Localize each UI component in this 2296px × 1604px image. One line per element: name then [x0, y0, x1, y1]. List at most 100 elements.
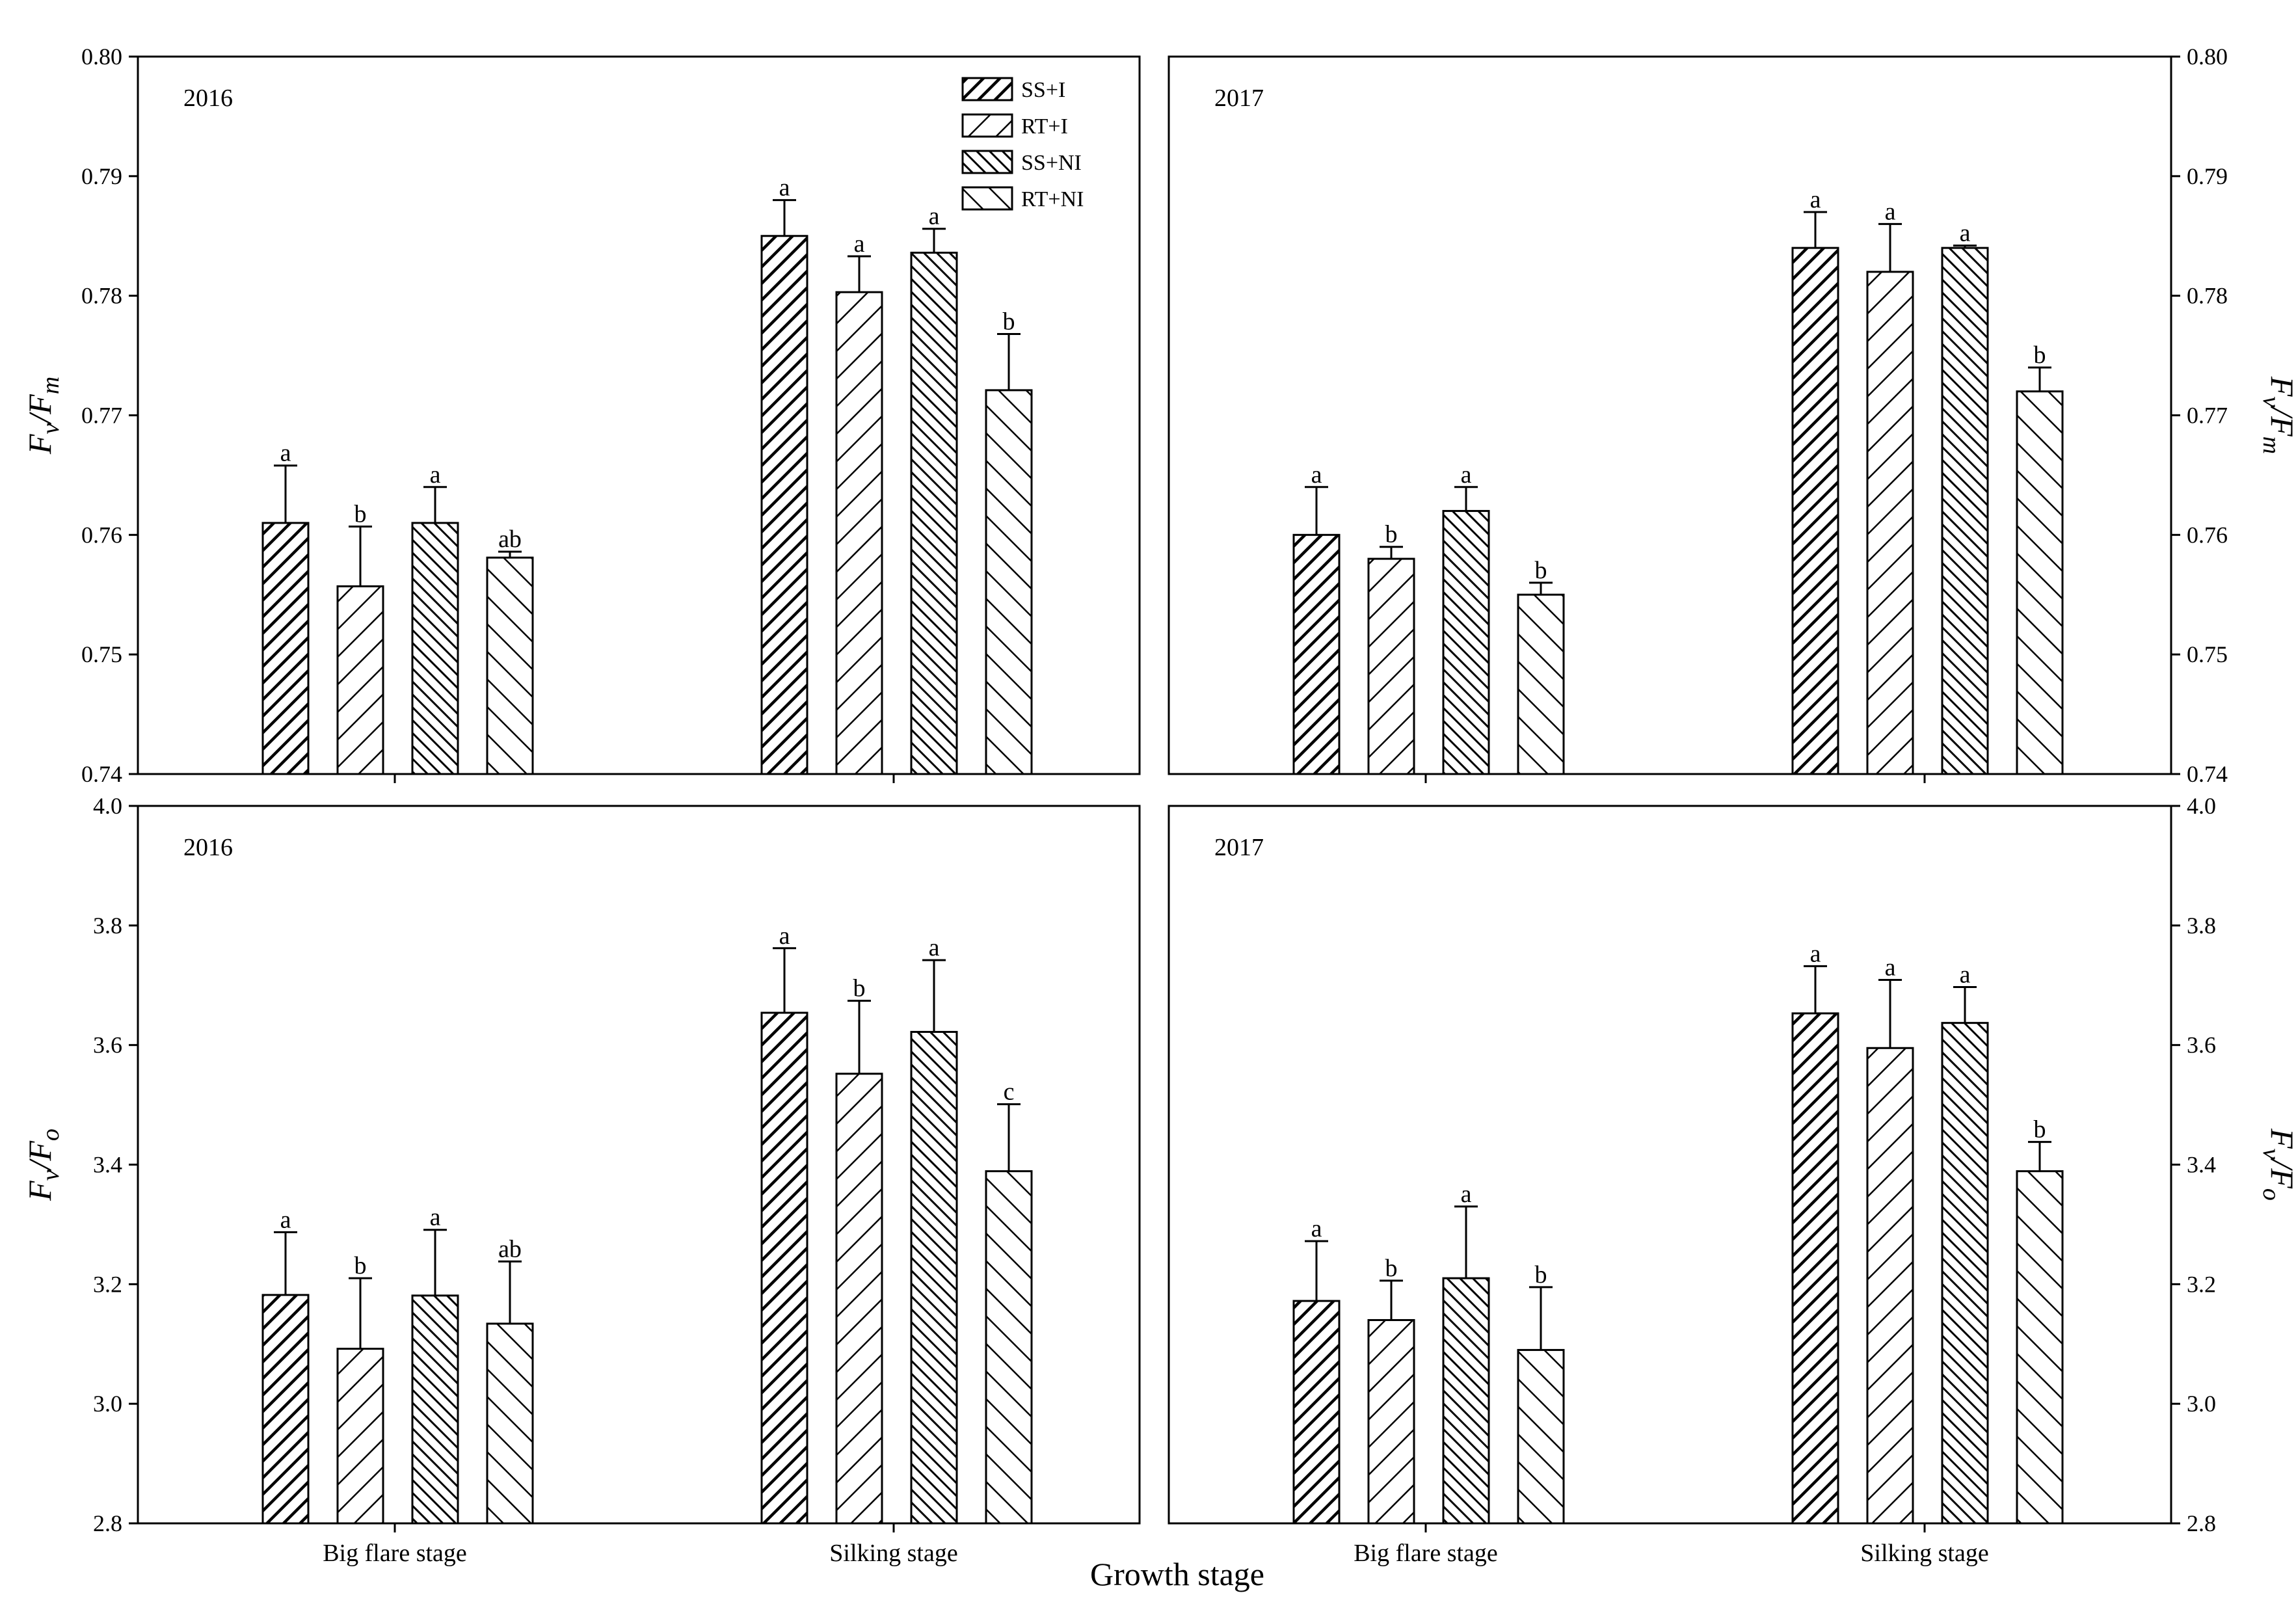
y-tick-label: 4.0: [93, 793, 122, 819]
y-tick-label: 2.8: [93, 1510, 122, 1536]
panel-year-label: 2017: [1214, 85, 1264, 112]
y-tick-label: 3.6: [93, 1032, 122, 1058]
significance-letter: a: [1960, 961, 1971, 989]
x-axis-title: Growth stage: [1090, 1556, 1264, 1592]
significance-letter: a: [1885, 954, 1896, 981]
significance-letter: a: [1810, 186, 1821, 213]
bar-SS+I: [261, 522, 310, 775]
bar-SS+NI: [411, 1294, 459, 1525]
significance-letter: b: [1385, 1255, 1398, 1282]
bar-SS+NI: [411, 522, 459, 775]
y-tick-label: 0.79: [2187, 163, 2228, 189]
panel-year-label: 2016: [183, 85, 233, 112]
y-tick-label: 0.80: [81, 44, 122, 70]
significance-letter: b: [354, 1252, 367, 1279]
y-title-main: F: [21, 434, 58, 455]
significance-letter: b: [1385, 521, 1398, 548]
panel-fvfm-2017: 0.74 0.75 0.76 0.77 0.78 0.79 0.80 2017 Fv/Fm a a b…: [1168, 44, 2296, 787]
legend-swatch: [961, 113, 1013, 138]
panel-fvfo-2017: 2.8 3.0 3.2 3.4 3.6 3.8 4.0 Big flare stage Silk…: [1168, 793, 2296, 1567]
y-title-sub: v: [2258, 396, 2285, 407]
y-tick-label: 0.80: [2187, 44, 2228, 70]
y-tick-label: 0.75: [2187, 641, 2228, 667]
legend-label: RT+NI: [1021, 187, 1084, 211]
bar-RT+I: [336, 585, 384, 775]
bar-RT+NI: [985, 1170, 1033, 1525]
y-tick-label: 0.74: [81, 761, 122, 787]
legend-swatch: [961, 77, 1013, 101]
x-category-label: Big flare stage: [323, 1540, 467, 1567]
significance-letter: a: [1960, 219, 1971, 247]
y-axis-title: Fv/Fo: [2258, 1128, 2296, 1201]
significance-letter: b: [2034, 1116, 2046, 1143]
significance-letter: a: [929, 203, 940, 230]
significance-letter: ab: [498, 526, 522, 553]
bar-RT+I: [336, 1348, 384, 1525]
bar-RT+NI: [1517, 593, 1565, 775]
significance-letter: a: [854, 230, 865, 258]
y-axis-title: Fv/Fm: [2258, 376, 2296, 454]
y-tick-label: 3.2: [2187, 1271, 2216, 1297]
significance-letter: a: [280, 440, 291, 467]
significance-letter: b: [2034, 341, 2046, 369]
bar-SS+NI: [1442, 1277, 1490, 1525]
y-tick-label: 3.8: [2187, 913, 2216, 939]
y-tick-label: 3.4: [93, 1152, 122, 1178]
y-tick-label: 3.6: [2187, 1032, 2216, 1058]
y-tick-label: 3.4: [2187, 1152, 2216, 1178]
legend: SS+I RT+I SS+NI RT+NI: [961, 77, 1084, 211]
y-tick-label: 0.78: [2187, 283, 2228, 309]
y-title-sub: m: [2258, 436, 2285, 454]
bar-RT+NI: [486, 556, 534, 775]
bar-RT+NI: [486, 1322, 534, 1525]
bar-SS+NI: [1941, 247, 1989, 775]
x-category-label: Silking stage: [1860, 1540, 1988, 1567]
y-axis-title: Fv/Fm: [21, 377, 64, 455]
y-title-sub: v: [2258, 1149, 2285, 1160]
bar-RT+I: [835, 291, 883, 775]
y-tick-label: 4.0: [2187, 793, 2216, 819]
significance-letter: a: [280, 1206, 291, 1233]
y-tick-label: 3.0: [2187, 1391, 2216, 1417]
significance-letter: a: [1461, 461, 1472, 488]
bar-SS+NI: [1941, 1022, 1989, 1525]
bar-RT+NI: [985, 389, 1033, 775]
y-title-sep: /F: [21, 1141, 58, 1172]
significance-letter: b: [1535, 557, 1547, 584]
legend-swatch: [961, 150, 1013, 174]
y-tick-label: 3.0: [93, 1391, 122, 1417]
significance-letter: b: [354, 500, 367, 528]
significance-letter: a: [1311, 1215, 1322, 1242]
y-tick-label: 3.8: [93, 913, 122, 939]
significance-letter: b: [1003, 308, 1015, 335]
significance-letter: b: [853, 975, 866, 1002]
bar-SS+I: [1791, 247, 1839, 775]
y-title-main: F: [21, 1181, 58, 1201]
y-title-main: F: [2264, 1128, 2296, 1149]
y-tick-label: 0.79: [81, 163, 122, 189]
bar-SS+I: [760, 235, 808, 775]
bar-SS+NI: [1442, 510, 1490, 775]
panel-year-label: 2017: [1214, 834, 1264, 861]
panel-fvfo-2016: 2.8 3.0 3.2 3.4 3.6 3.8 4.0 Big flare stage Silk…: [21, 793, 1141, 1567]
y-title-sub: m: [37, 377, 64, 394]
bar-SS+NI: [910, 1030, 958, 1525]
y-title-sep: /F: [21, 394, 58, 425]
bar-RT+NI: [2016, 390, 2064, 775]
significance-letter: c: [1004, 1078, 1015, 1106]
plot-area: 0.740.750.760.770.780.790.802016Fv/Fmaab…: [21, 44, 2296, 1567]
y-tick-label: 0.77: [81, 403, 122, 429]
significance-letter: a: [1461, 1181, 1472, 1208]
y-tick-label: 2.8: [2187, 1510, 2216, 1536]
bar-SS+I: [1791, 1012, 1839, 1525]
y-title-sub: v: [37, 423, 64, 434]
y-tick-label: 0.76: [2187, 522, 2228, 548]
significance-letter: a: [779, 174, 790, 202]
y-tick-label: 3.2: [93, 1271, 122, 1297]
significance-letter: a: [1885, 198, 1896, 225]
bar-RT+I: [1367, 557, 1415, 775]
panel-year-label: 2016: [183, 834, 233, 861]
bar-RT+I: [1866, 271, 1914, 775]
significance-letter: a: [430, 1204, 441, 1231]
